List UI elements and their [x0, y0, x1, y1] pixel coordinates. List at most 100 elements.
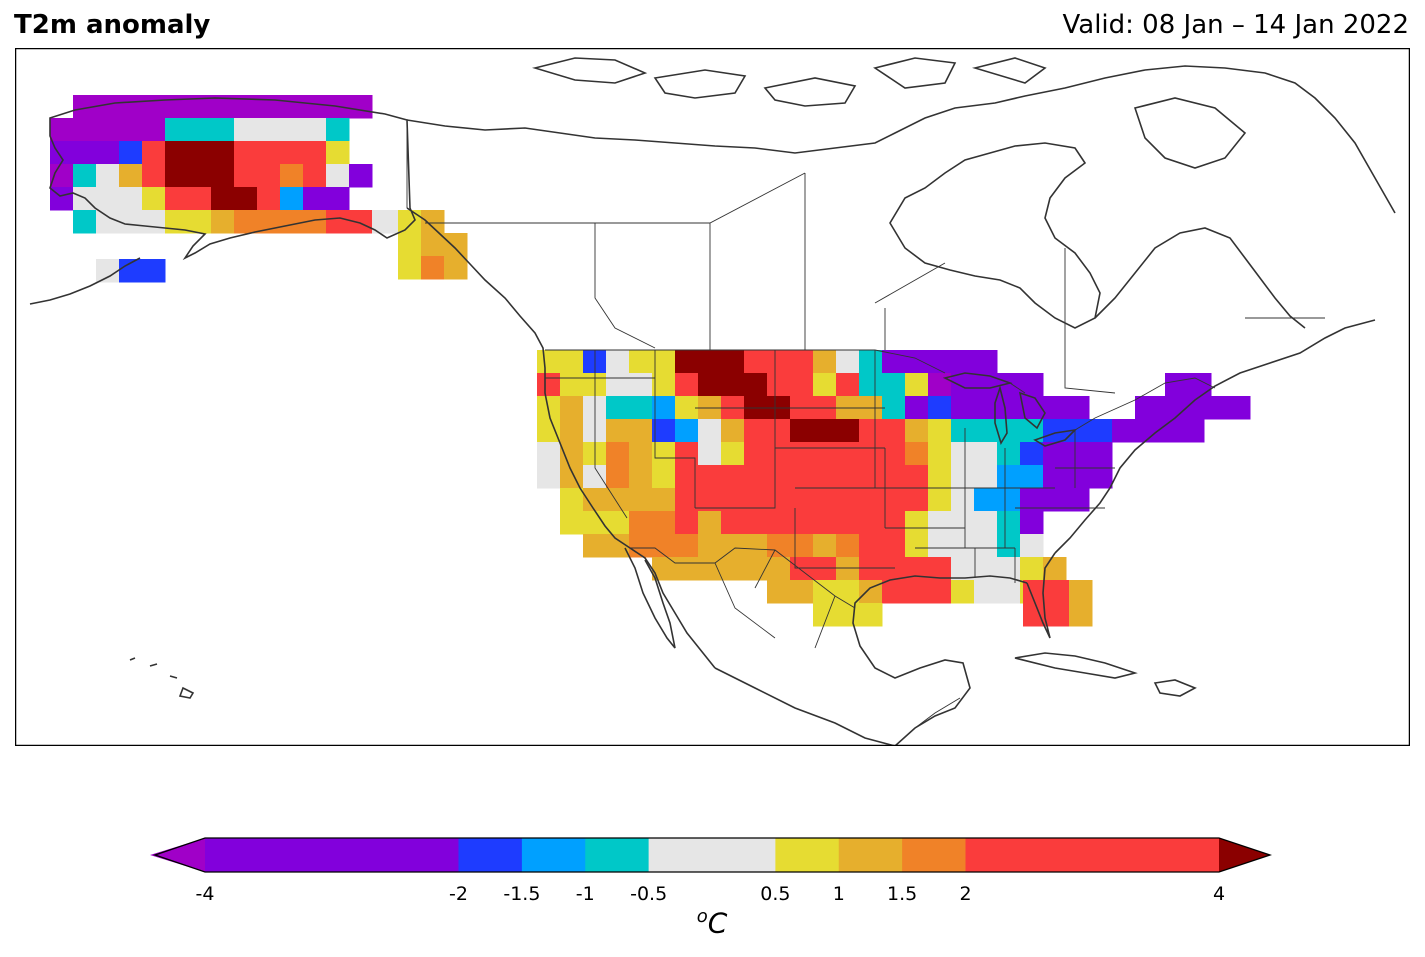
anomaly-cell — [303, 187, 327, 211]
anomaly-cell — [142, 95, 166, 119]
anomaly-cell — [629, 534, 653, 558]
anomaly-cell — [974, 557, 998, 581]
anomaly-cell — [974, 580, 998, 604]
anomaly-cell — [1181, 419, 1205, 443]
anomaly-cell — [675, 465, 699, 489]
anomaly-cell — [905, 580, 929, 604]
anomaly-cell — [790, 442, 814, 466]
colorbar-tick-label: -2 — [449, 883, 468, 905]
anomaly-cell — [257, 164, 281, 188]
colorbar-tick-label: 1 — [832, 883, 845, 905]
anomaly-cell — [119, 118, 143, 142]
anomaly-cell — [675, 557, 699, 581]
anomaly-cell — [211, 141, 235, 165]
anomaly-cell — [537, 373, 561, 397]
valid-date: Valid: 08 Jan – 14 Jan 2022 — [1062, 10, 1410, 40]
anomaly-cell — [790, 419, 814, 443]
anomaly-cell — [951, 488, 975, 512]
anomaly-cell — [1066, 488, 1090, 512]
lake-huron — [1018, 391, 1046, 430]
anomaly-cell — [790, 580, 814, 604]
anomaly-cell — [813, 419, 837, 443]
coastline-cuba — [1014, 652, 1138, 679]
anomaly-cell — [280, 141, 304, 165]
colorbar-tick-label: 0.5 — [760, 883, 791, 905]
anomaly-cell — [326, 118, 350, 142]
anomaly-cell — [537, 442, 561, 466]
anomaly-cell — [73, 141, 97, 165]
anomaly-cell — [721, 488, 745, 512]
anomaly-cell — [951, 442, 975, 466]
colorbar-bin — [585, 838, 650, 872]
anomaly-cell — [997, 419, 1021, 443]
anomaly-cell — [790, 373, 814, 397]
anomaly-cell — [444, 233, 468, 257]
border-provinces — [425, 172, 1325, 394]
anomaly-cell — [905, 419, 929, 443]
anomaly-cell — [326, 187, 350, 211]
coastline-labrador — [1094, 227, 1306, 329]
anomaly-cell — [928, 534, 952, 558]
anomaly-cell — [652, 465, 676, 489]
anomaly-cell — [928, 419, 952, 443]
anomaly-cell — [629, 373, 653, 397]
map-panel — [15, 48, 1410, 746]
anomaly-cell — [349, 164, 373, 188]
anomaly-cell — [606, 373, 630, 397]
anomaly-cell — [675, 373, 699, 397]
coastline-hispaniola — [1153, 679, 1197, 697]
anomaly-cell — [951, 534, 975, 558]
anomaly-cell — [882, 557, 906, 581]
anomaly-cell — [721, 557, 745, 581]
anomaly-cell — [790, 350, 814, 374]
coastline-arctic-islands — [531, 57, 1247, 169]
anomaly-cell — [652, 511, 676, 535]
political-borders — [406, 120, 1325, 729]
anomaly-cell — [767, 442, 791, 466]
anomaly-cell — [1066, 396, 1090, 420]
colorbar-bin — [838, 838, 903, 872]
anomaly-cell — [652, 350, 676, 374]
colorbar-tick-label: 4 — [1212, 883, 1226, 905]
anomaly-cell — [675, 350, 699, 374]
anomaly-cell — [882, 465, 906, 489]
anomaly-cell — [1066, 465, 1090, 489]
anomaly-cell — [421, 256, 445, 280]
anomaly-cell — [326, 141, 350, 165]
anomaly-cell — [606, 350, 630, 374]
anomaly-cell — [375, 210, 399, 234]
anomaly-cell — [1066, 442, 1090, 466]
anomaly-cell — [813, 534, 837, 558]
anomaly-cell — [905, 557, 929, 581]
anomaly-cell — [882, 580, 906, 604]
anomaly-cell — [234, 141, 258, 165]
anomaly-cell — [280, 210, 304, 234]
anomaly-cell — [836, 580, 860, 604]
unit-label: oC — [696, 906, 728, 940]
anomaly-cell — [974, 350, 998, 374]
anomaly-cell — [744, 534, 768, 558]
anomaly-cell — [96, 118, 120, 142]
anomaly-cell — [1181, 396, 1205, 420]
anomaly-cell — [767, 373, 791, 397]
anomaly-cell — [859, 580, 883, 604]
anomaly-cell — [96, 164, 120, 188]
anomaly-cell — [280, 118, 304, 142]
anomaly-cell — [560, 419, 584, 443]
anomaly-cell — [652, 557, 676, 581]
anomaly-cell — [1043, 488, 1067, 512]
anomaly-cell — [882, 511, 906, 535]
anomaly-cell — [997, 534, 1021, 558]
anomaly-cell — [1020, 465, 1044, 489]
anomaly-cell — [905, 511, 929, 535]
anomaly-cell — [606, 442, 630, 466]
anomaly-cell — [698, 488, 722, 512]
anomaly-cell — [280, 164, 304, 188]
anomaly-cell — [882, 442, 906, 466]
anomaly-cell — [303, 95, 327, 119]
anomaly-cell — [1165, 373, 1189, 397]
anomaly-cell — [96, 141, 120, 165]
anomaly-cell — [859, 603, 883, 627]
anomaly-cell — [928, 442, 952, 466]
anomaly-cell — [142, 210, 166, 234]
